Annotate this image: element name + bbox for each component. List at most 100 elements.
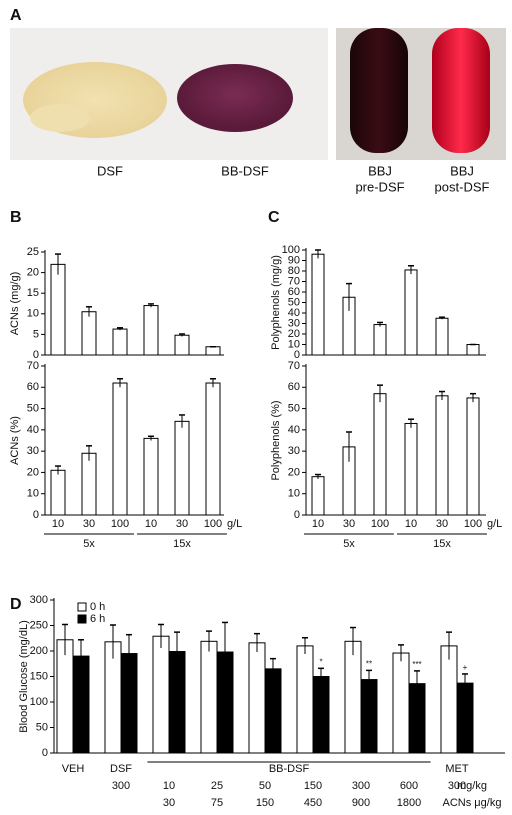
bar [248,642,266,754]
panel-letter: D [10,596,22,613]
y-tick-label: 30 [288,445,300,457]
y-tick-label: 50 [288,296,300,308]
bar [435,317,449,356]
group-label: 5x [343,538,355,550]
y-tick-label: 50 [27,402,39,414]
dose-label: 25 [211,780,223,792]
y-tick-label: 10 [27,488,39,500]
bar [360,679,378,754]
y-tick-label: 20 [288,328,300,340]
x-tick-label: 30 [176,518,188,530]
y-tick-label: 20 [27,267,39,279]
bar [392,652,410,754]
y-tick-label: 0 [294,509,300,521]
bar [56,639,74,754]
acn-label: 30 [163,797,175,809]
group-label: DSF [110,763,132,775]
acn-label: 150 [256,797,274,809]
bar [143,437,159,516]
y-tick-label: 0 [33,509,39,521]
bar [440,645,458,754]
bar [373,393,387,516]
bar [435,395,449,516]
x-tick-label: 30 [436,518,448,530]
y-axis-title: Polyphenols (mg/g) [270,255,282,350]
x-tick-label: 100 [371,518,389,530]
x-tick-label: 10 [145,518,157,530]
bar [50,469,66,516]
photo-label: post-DSF [435,179,490,194]
y-tick-label: 300 [30,594,48,606]
acn-unit: ACNs μg/kg [443,797,502,809]
y-axis-title: ACNs (%) [9,416,21,465]
y-axis-title: Polyphenols (%) [270,400,282,480]
y-tick-label: 20 [288,466,300,478]
y-tick-label: 70 [27,360,39,372]
x-tick-label: 100 [204,518,222,530]
bar [205,382,221,516]
bar [112,328,128,356]
y-tick-label: 40 [27,424,39,436]
x-tick-label: 30 [343,518,355,530]
y-tick-label: 50 [288,402,300,414]
y-tick-label: 200 [30,645,48,657]
acn-label: 450 [304,797,322,809]
y-tick-label: 70 [288,275,300,287]
photo-label: DSF [97,163,123,178]
photo-tubes [336,28,506,160]
bar [264,668,282,754]
legend-label: 6 h [90,613,105,625]
bar [174,420,190,516]
dose-unit: mg/kg [457,780,487,792]
panel-letter: C [268,209,280,226]
group-label: 15x [433,538,451,550]
y-tick-label: 0 [294,349,300,361]
legend-label: 0 h [90,601,105,613]
dose-label: 300 [352,780,370,792]
bar [143,305,159,356]
y-axis-title: Blood Glucose (mg/dL) [18,620,30,733]
legend-swatch [77,602,87,612]
bar [50,263,66,356]
y-tick-label: 70 [288,360,300,372]
y-tick-label: 40 [288,424,300,436]
y-tick-label: 30 [288,317,300,329]
x-tick-label: 30 [83,518,95,530]
bar [404,422,418,516]
y-tick-label: 15 [27,287,39,299]
bar [296,645,314,754]
bar [152,635,170,754]
acn-label: 900 [352,797,370,809]
bar [404,269,418,356]
bar [311,476,325,516]
y-tick-label: 60 [288,286,300,298]
significance-label: + [463,663,468,672]
legend-swatch [77,614,87,624]
y-tick-label: 60 [27,381,39,393]
photo-label: BB-DSF [221,163,269,178]
y-tick-label: 0 [33,349,39,361]
bar [112,382,128,516]
y-axis-title: ACNs (mg/g) [9,272,21,336]
group-label: 5x [83,538,95,550]
bar [205,346,221,356]
dose-label: 300 [112,780,130,792]
x-tick-label: 10 [312,518,324,530]
dose-label: 50 [259,780,271,792]
bar [344,640,362,754]
dose-label: 150 [304,780,322,792]
y-tick-label: 10 [288,488,300,500]
y-tick-label: 10 [27,308,39,320]
x-tick-label: 100 [464,518,482,530]
significance-label: ** [366,659,372,668]
y-tick-label: 150 [30,670,48,682]
bar [311,253,325,356]
bar [81,311,97,356]
acn-label: 1800 [397,797,421,809]
y-tick-label: 25 [27,246,39,258]
group-label: VEH [62,763,85,775]
photo-powders [10,28,328,160]
bar [466,397,480,516]
y-tick-label: 40 [288,307,300,319]
